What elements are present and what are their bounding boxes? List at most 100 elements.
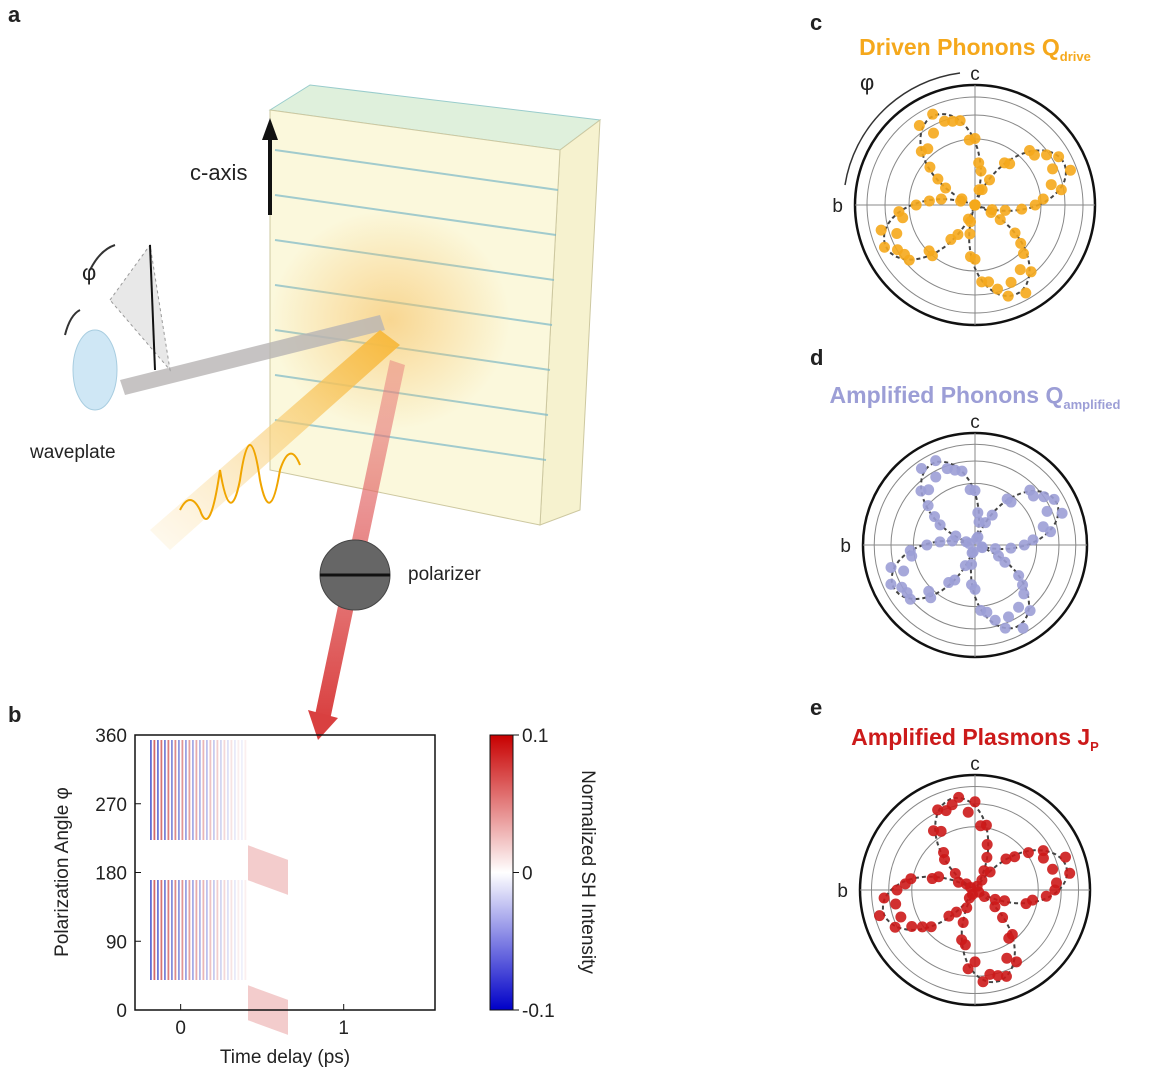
data-point <box>930 455 941 466</box>
setup-illustration <box>65 85 600 740</box>
data-point <box>949 575 960 586</box>
data-point <box>1038 521 1049 532</box>
data-point <box>874 910 885 921</box>
figure: a c-axis φ waveplate polarizer b Time de… <box>0 0 1151 1075</box>
data-point <box>925 592 936 603</box>
data-point <box>974 517 985 528</box>
data-point <box>924 162 935 173</box>
axis-label: c <box>970 754 980 775</box>
heatmap-stripe <box>234 880 236 980</box>
data-point <box>1047 864 1058 875</box>
data-point <box>905 594 916 605</box>
component-label: waveplate <box>29 442 116 463</box>
heatmap-stripe <box>150 740 152 840</box>
data-point <box>1005 543 1016 554</box>
data-point <box>1016 204 1027 215</box>
data-point <box>879 892 890 903</box>
data-point <box>970 956 981 967</box>
data-point <box>955 196 966 207</box>
data-point <box>916 463 927 474</box>
data-point <box>1000 854 1011 865</box>
title-text: Amplified Plasmons J <box>851 724 1090 750</box>
data-point <box>983 276 994 287</box>
panel-label: a <box>8 2 21 27</box>
y-tick-label: 180 <box>95 864 127 885</box>
x-tick-label: 0 <box>175 1018 186 1039</box>
heatmap-stripe <box>164 880 166 980</box>
data-point <box>1064 868 1075 879</box>
data-point <box>1027 895 1038 906</box>
heatmap-stripe <box>157 740 159 840</box>
data-point <box>924 196 935 207</box>
data-point <box>923 500 934 511</box>
data-point <box>947 535 958 546</box>
heatmap-stripe <box>206 880 208 980</box>
y-tick-label: 90 <box>106 932 127 953</box>
heatmap-stripe <box>234 740 236 840</box>
heatmap-stripe <box>150 880 152 980</box>
title-subscript: drive <box>1060 49 1091 64</box>
heatmap-stripe <box>210 740 212 840</box>
data-point <box>926 921 937 932</box>
title-subscript: amplified <box>1063 397 1120 412</box>
data-point <box>987 204 998 215</box>
data-point <box>975 820 986 831</box>
data-point <box>981 852 992 863</box>
data-point <box>1006 277 1017 288</box>
heatmap-stripe <box>227 740 229 840</box>
heatmap-stripe <box>224 740 226 840</box>
data-point <box>927 873 938 884</box>
data-point <box>1003 291 1014 302</box>
heatmap-stripe <box>192 880 194 980</box>
data-point <box>876 225 887 236</box>
heatmap-stripe <box>220 880 222 980</box>
heatmap-stripe <box>227 880 229 980</box>
title-text: Driven Phonons Q <box>859 34 1060 60</box>
data-point <box>964 134 975 145</box>
colorbar-label: Normalized SH Intensity <box>577 770 598 974</box>
data-point <box>961 902 972 913</box>
heatmap-stripe <box>199 880 201 980</box>
axis-annotation: c-axis <box>190 160 247 185</box>
data-point <box>1041 891 1052 902</box>
panel-label: c <box>810 10 822 35</box>
heatmap-stripe <box>224 880 226 980</box>
heatmap-stripe <box>213 880 215 980</box>
heatmap-stripe <box>203 880 205 980</box>
axis-label: b <box>837 881 848 902</box>
colorbar-tick-label: 0.1 <box>522 726 548 747</box>
data-point <box>1028 534 1039 545</box>
data-point <box>939 116 950 127</box>
heatmap-stripe <box>168 880 170 980</box>
data-point <box>935 519 946 530</box>
data-point <box>1057 508 1068 519</box>
data-point <box>970 584 981 595</box>
data-point <box>886 562 897 573</box>
x-axis-label: Time delay (ps) <box>220 1047 350 1068</box>
data-point <box>927 109 938 120</box>
heatmap-stripe <box>213 740 215 840</box>
data-point <box>892 885 903 896</box>
heatmap-stripe <box>157 880 159 980</box>
data-point <box>970 200 981 211</box>
data-point <box>1024 145 1035 156</box>
data-point <box>1020 287 1031 298</box>
data-point <box>953 877 964 888</box>
component-label: polarizer <box>408 564 482 585</box>
colorbar <box>490 735 513 1010</box>
data-point <box>1024 485 1035 496</box>
y-tick-label: 360 <box>95 726 127 747</box>
heatmap-stripe <box>238 880 240 980</box>
panel-label: e <box>810 695 822 720</box>
data-point <box>973 157 984 168</box>
data-point <box>1015 238 1026 249</box>
data-point <box>897 212 908 223</box>
colorbar-tick-label: 0 <box>522 864 533 885</box>
data-point <box>966 559 977 570</box>
data-point <box>1065 165 1076 176</box>
panel-title: Amplified Phonons Qamplified <box>830 382 1121 412</box>
heatmap-stripe <box>189 740 191 840</box>
x-tick-label: 1 <box>338 1018 349 1039</box>
